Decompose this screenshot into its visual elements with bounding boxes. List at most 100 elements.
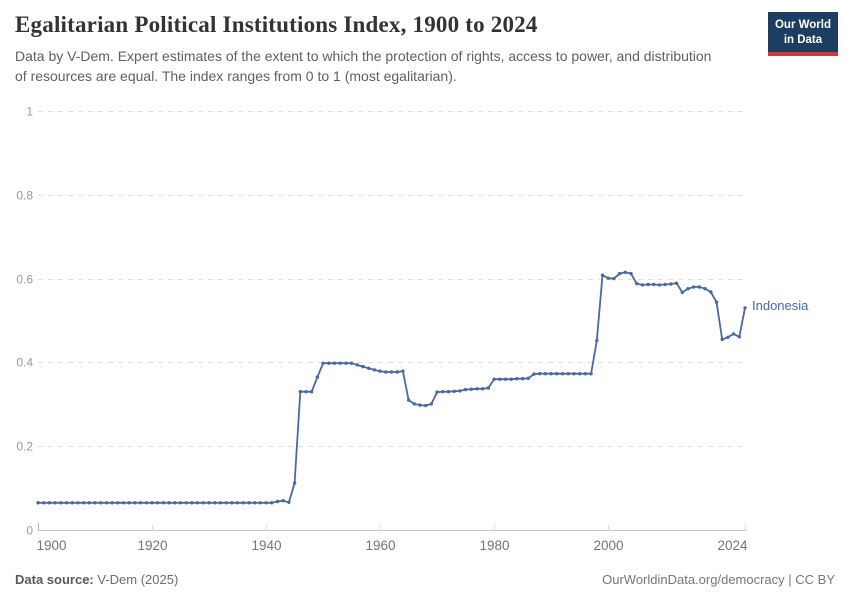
x-tick-label: 2024 <box>717 538 748 553</box>
data-source-value: V-Dem (2025) <box>93 572 179 587</box>
data-point <box>543 372 548 376</box>
data-point <box>42 501 46 505</box>
x-tick-label: 1940 <box>251 538 281 553</box>
data-point <box>743 306 747 310</box>
data-point <box>429 402 434 406</box>
data-point <box>452 389 456 393</box>
data-point <box>401 369 405 373</box>
data-point <box>298 390 302 394</box>
data-point <box>458 389 462 393</box>
data-point <box>623 270 627 274</box>
data-point <box>70 501 74 505</box>
data-point <box>76 501 80 505</box>
data-point <box>424 403 428 408</box>
y-tick-label: 0.8 <box>16 189 33 203</box>
data-point <box>532 372 536 376</box>
data-point <box>144 501 148 505</box>
data-point <box>47 501 52 505</box>
x-tick-label: 1920 <box>137 538 167 553</box>
data-point <box>258 501 263 505</box>
data-point <box>150 501 154 505</box>
data-point <box>515 377 519 381</box>
chart-subtitle: Data by V-Dem. Expert estimates of the e… <box>15 48 712 84</box>
y-tick-label: 1 <box>26 105 33 119</box>
data-point <box>173 501 177 505</box>
data-point <box>680 290 684 295</box>
data-point <box>595 338 599 343</box>
x-tick-label: 2000 <box>593 538 623 553</box>
data-point <box>304 390 308 394</box>
data-point <box>395 370 399 374</box>
data-point <box>332 361 337 365</box>
data-point <box>138 501 143 505</box>
data-point <box>372 368 377 372</box>
data-point <box>87 501 92 505</box>
data-point <box>657 283 662 287</box>
data-point <box>167 501 171 505</box>
data-point <box>646 282 650 287</box>
data-point <box>190 501 194 505</box>
data-point <box>247 501 251 505</box>
data-point <box>435 390 439 394</box>
data-point <box>253 501 257 505</box>
data-point <box>59 501 63 505</box>
x-tick-label: 1900 <box>37 538 67 553</box>
data-point <box>686 287 690 291</box>
data-point <box>156 501 160 505</box>
owid-logo: Our World in Data <box>767 12 838 56</box>
data-point <box>486 386 491 390</box>
y-tick-label: 0.6 <box>16 273 33 287</box>
data-point <box>367 366 371 370</box>
credit-link[interactable]: OurWorldinData.org/democracy | CC BY <box>602 572 835 587</box>
data-point <box>338 361 342 365</box>
data-point <box>127 501 131 505</box>
data-point <box>526 376 530 380</box>
data-point <box>275 499 280 504</box>
data-point <box>635 281 639 286</box>
y-tick-label: 0.4 <box>16 356 33 370</box>
data-point <box>349 361 354 365</box>
data-point <box>218 501 223 505</box>
data-point <box>600 273 605 277</box>
data-point <box>498 377 502 381</box>
data-point <box>195 501 200 505</box>
data-point <box>361 364 365 369</box>
data-point <box>315 375 320 379</box>
data-point <box>692 285 696 289</box>
x-tick-label: 1980 <box>479 538 509 553</box>
data-point <box>560 372 565 376</box>
data-point <box>572 372 576 376</box>
data-source: Data source: V-Dem (2025) <box>15 572 178 587</box>
data-point <box>344 361 348 365</box>
chart-header: Egalitarian Political Institutions Index… <box>15 12 760 87</box>
data-point <box>697 285 702 289</box>
data-point <box>213 501 217 505</box>
data-point <box>384 370 388 374</box>
y-tick-label: 0.2 <box>16 440 33 454</box>
data-point <box>121 501 126 505</box>
data-point <box>99 501 103 505</box>
data-point <box>184 501 188 505</box>
data-point <box>629 271 633 276</box>
data-point <box>110 501 114 505</box>
data-point <box>640 283 645 287</box>
data-point <box>241 501 245 505</box>
data-point <box>235 501 240 505</box>
y-tick-label: 0 <box>26 524 33 538</box>
data-point <box>264 501 268 505</box>
data-point <box>731 332 736 336</box>
data-point <box>406 398 411 402</box>
data-point <box>469 387 473 391</box>
data-point <box>292 481 297 485</box>
data-point <box>538 372 542 376</box>
data-point <box>703 287 707 291</box>
data-point <box>612 276 616 281</box>
series-label-indonesia[interactable]: Indonesia <box>752 298 809 313</box>
data-point <box>617 271 622 276</box>
data-point <box>674 281 679 285</box>
data-point <box>589 372 593 376</box>
data-point <box>714 300 719 304</box>
data-point <box>669 282 673 286</box>
data-point <box>355 363 359 367</box>
